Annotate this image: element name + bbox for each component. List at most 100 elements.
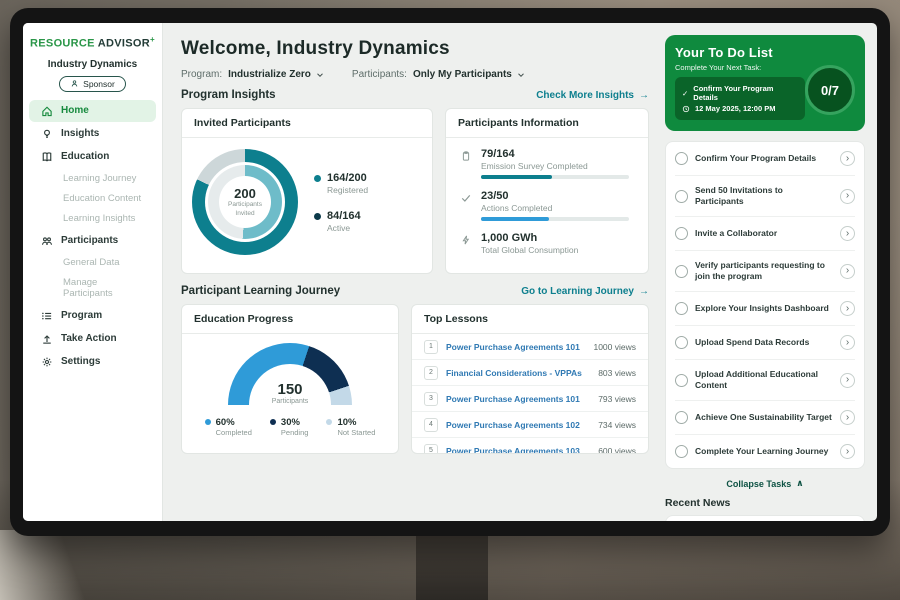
sidebar-item-insights[interactable]: Insights (29, 123, 156, 145)
arrow-right-icon: → (639, 286, 649, 297)
lesson-row: 2 Financial Considerations - VPPAs 803 v… (412, 360, 648, 386)
card-title: Invited Participants (182, 109, 432, 138)
learning-card-row: Education Progress 150 Participants (181, 304, 649, 454)
arrow-right-icon: → (639, 90, 649, 101)
task-checkbox[interactable] (675, 336, 688, 349)
check-icon (460, 192, 472, 204)
gauge-center-label: Participants (228, 398, 352, 405)
action-arrow-icon (41, 333, 53, 345)
task-open-button[interactable]: › (840, 335, 855, 350)
task-row: Confirm Your Program Details › (675, 142, 855, 176)
legend-label: Registered (327, 185, 368, 195)
task-checkbox[interactable] (675, 445, 688, 458)
task-checkbox[interactable] (675, 302, 688, 315)
collapse-tasks-button[interactable]: Collapse Tasks ∧ (720, 477, 809, 490)
gauge-center-value: 150 (228, 382, 352, 397)
task-checkbox[interactable] (675, 374, 688, 387)
gauge-center: 150 Participants (228, 382, 352, 405)
progress-bar (481, 175, 629, 179)
background: RESOURCE ADVISOR+ Industry Dynamics Spon… (0, 0, 900, 600)
task-checkbox[interactable] (675, 152, 688, 165)
go-to-learning-journey-link[interactable]: Go to Learning Journey → (521, 286, 649, 297)
brand-primary: RESOURCE (30, 38, 95, 50)
task-open-button[interactable]: › (840, 189, 855, 204)
clock-icon (682, 105, 690, 113)
progress-bar (481, 217, 629, 221)
task-checkbox[interactable] (675, 265, 688, 278)
education-progress-card: Education Progress 150 Participants (181, 304, 399, 454)
chevron-right-icon: › (846, 154, 849, 164)
chevron-right-icon: › (846, 413, 849, 423)
filter-bar: Program: Industrialize Zero Participants… (181, 69, 649, 80)
main-content: Welcome, Industry Dynamics Program: Indu… (163, 23, 663, 521)
program-select[interactable]: Industrialize Zero (228, 69, 324, 80)
nav-label: Program (61, 310, 102, 321)
task-open-button[interactable]: › (840, 444, 855, 459)
learning-journey-header: Participant Learning Journey Go to Learn… (181, 285, 649, 297)
bolt-icon (460, 234, 472, 246)
progress-bar-fill (481, 217, 549, 221)
lesson-views: 734 views (598, 420, 636, 430)
task-label: Upload Additional Educational Content (695, 369, 833, 391)
sidebar-item-program[interactable]: Program (29, 305, 156, 327)
task-open-button[interactable]: › (840, 410, 855, 425)
task-label: Invite a Collaborator (695, 228, 833, 239)
nav-label: Education (61, 151, 109, 162)
lesson-link[interactable]: Power Purchase Agreements 101 (446, 342, 585, 352)
task-row: Achieve One Sustainability Target › (675, 401, 855, 435)
sidebar-nav: Home Insights Education Learning Journey… (23, 100, 162, 373)
participants-select[interactable]: Only My Participants (413, 69, 525, 80)
lesson-link[interactable]: Power Purchase Agreements 103 (446, 446, 590, 455)
task-checkbox[interactable] (675, 411, 688, 424)
task-row: Upload Spend Data Records › (675, 326, 855, 360)
task-open-button[interactable]: › (840, 264, 855, 279)
task-row: Verify participants requesting to join t… (675, 251, 855, 292)
sponsor-badge[interactable]: Sponsor (59, 76, 126, 92)
sidebar-item-learning-insights[interactable]: Learning Insights (29, 209, 156, 229)
task-open-button[interactable]: › (840, 226, 855, 241)
stat-label: Actions Completed (481, 203, 629, 213)
donut-center-label: Participants Invited (223, 201, 267, 217)
chevron-right-icon: › (846, 304, 849, 314)
task-row: Send 50 Invitations to Participants › (675, 176, 855, 217)
lesson-row: 3 Power Purchase Agreements 101 793 view… (412, 386, 648, 412)
task-row: Invite a Collaborator › (675, 217, 855, 251)
task-open-button[interactable]: › (840, 151, 855, 166)
collapse-label: Collapse Tasks (726, 479, 791, 489)
program-select-value: Industrialize Zero (228, 69, 311, 80)
next-task-chip[interactable]: ✓ Confirm Your Program Details 12 May 20… (675, 77, 805, 120)
sidebar-item-settings[interactable]: Settings (29, 351, 156, 373)
task-label: Verify participants requesting to join t… (695, 260, 833, 282)
todo-title: Your To Do List (675, 45, 855, 60)
check-more-insights-link[interactable]: Check More Insights → (536, 90, 649, 101)
sidebar-item-participants[interactable]: Participants (29, 230, 156, 252)
stat-label: Total Global Consumption (481, 245, 578, 255)
lesson-rank: 2 (424, 366, 438, 380)
task-checkbox[interactable] (675, 190, 688, 203)
sidebar-item-education-content[interactable]: Education Content (29, 189, 156, 209)
org-name: Industry Dynamics (23, 59, 162, 70)
lesson-link[interactable]: Power Purchase Agreements 102 (446, 420, 590, 430)
lesson-rank: 3 (424, 392, 438, 406)
home-icon (41, 105, 53, 117)
lesson-link[interactable]: Power Purchase Agreements 101 (446, 394, 590, 404)
task-open-button[interactable]: › (840, 301, 855, 316)
program-filter-label: Program: (181, 69, 222, 80)
legend-dot (326, 419, 332, 425)
sidebar-item-take-action[interactable]: Take Action (29, 328, 156, 350)
donut-center-value: 200 (234, 186, 256, 201)
sidebar-item-manage-participants[interactable]: Manage Participants (29, 273, 156, 304)
education-gauge-chart: 150 Participants (228, 343, 352, 405)
task-row: Complete Your Learning Journey › (675, 435, 855, 468)
sidebar-item-home[interactable]: Home (29, 100, 156, 122)
sidebar-item-education[interactable]: Education (29, 146, 156, 168)
gauge-legend: 60% Completed 30% Pending (205, 417, 376, 437)
sidebar-item-learning-journey[interactable]: Learning Journey (29, 169, 156, 189)
task-open-button[interactable]: › (840, 373, 855, 388)
insights-card-row: Invited Participants 200 Participants In… (181, 108, 649, 274)
legend-item-registered: 164/200 Registered (314, 172, 368, 195)
lesson-link[interactable]: Financial Considerations - VPPAs (446, 368, 590, 378)
sidebar-item-general-data[interactable]: General Data (29, 253, 156, 273)
desk-edge (0, 530, 130, 600)
task-checkbox[interactable] (675, 227, 688, 240)
